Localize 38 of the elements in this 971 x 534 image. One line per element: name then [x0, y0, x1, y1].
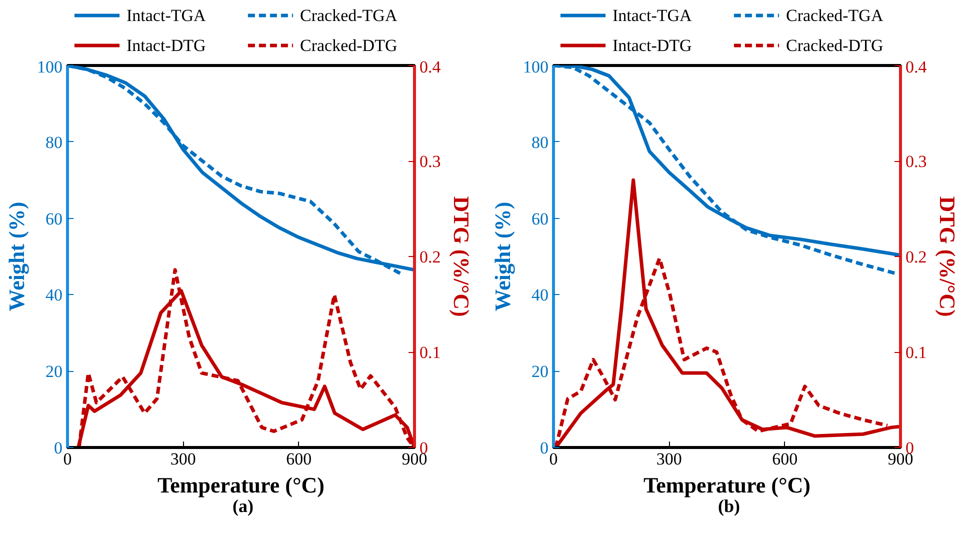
y2-tick-label: 0.4 — [906, 58, 928, 76]
y-tick-label: 100 — [37, 58, 62, 76]
y-tick-label: 60 — [532, 209, 548, 228]
y2-axis-title: DTG (%/°C) — [934, 196, 960, 317]
y-tick-label: 60 — [46, 209, 62, 228]
x-tick-label: 300 — [656, 450, 682, 468]
legend-label: Intact-DTG — [612, 36, 692, 55]
y2-tick-label: 0.3 — [420, 152, 441, 171]
y-tick-label: 40 — [532, 286, 548, 305]
legend-label: Cracked-TGA — [300, 6, 398, 25]
text: (a) — [232, 496, 254, 518]
x-axis-title: Temperature (°C) — [157, 472, 325, 498]
y-tick-label: 80 — [46, 132, 62, 152]
y-tick-label: 40 — [46, 286, 62, 305]
x-tick-label: 300 — [170, 450, 196, 468]
y2-tick-label: 0.2 — [906, 248, 927, 266]
legend-label: Cracked-TGA — [786, 6, 884, 25]
y2-axis-title: DTG (%/°C) — [448, 196, 474, 317]
legend-label: Intact-TGA — [612, 6, 693, 25]
y2-tick-label: 0.2 — [420, 248, 441, 266]
y-axis-title: Weight (%) — [490, 202, 515, 312]
y2-tick-label: 0.3 — [906, 152, 927, 171]
y2-tick-label: 0.1 — [906, 343, 927, 362]
x-axis-title: Temperature (°C) — [643, 472, 811, 498]
legend-label: Cracked-DTG — [786, 36, 884, 55]
y-tick-label: 80 — [532, 132, 548, 152]
y-tick-label: 100 — [523, 58, 548, 76]
legend-label: Cracked-DTG — [300, 36, 398, 55]
y-axis-title: Weight (%) — [4, 202, 29, 312]
legend-label: Intact-DTG — [126, 36, 206, 55]
y2-tick-label: 0.4 — [420, 58, 442, 76]
y-tick-label: 20 — [46, 362, 62, 382]
x-tick-label: 600 — [772, 450, 798, 468]
text: (b) — [718, 496, 740, 518]
y-tick-label: 20 — [532, 362, 548, 382]
y2-tick-label: 0.1 — [420, 343, 441, 362]
x-tick-label: 600 — [286, 450, 312, 468]
legend-label: Intact-TGA — [126, 6, 207, 25]
